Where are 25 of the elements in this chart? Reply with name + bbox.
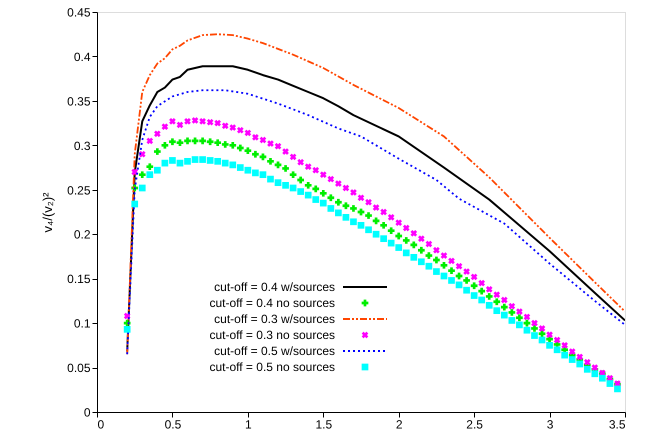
x-tick-label: 0.5 — [164, 418, 182, 432]
x-tick-label: 2 — [396, 418, 403, 432]
x-tick-label: 1 — [245, 418, 252, 432]
legend-label: cut-off = 0.5 no sources — [209, 360, 335, 374]
y-tick-label: 0.25 — [67, 183, 91, 198]
x-tick-label: 3 — [546, 418, 554, 432]
x-tick-label: 2.5 — [466, 418, 484, 432]
legend-label: cut-off = 0.3 no sources — [209, 328, 335, 342]
y-tick-label: 0.45 — [67, 6, 91, 20]
y-tick-label: 0.05 — [67, 361, 91, 376]
y-tick-label: 0.2 — [74, 228, 91, 242]
legend-label: cut-off = 0.3 w/sources — [214, 312, 335, 326]
y-axis-title: v₄/(v₂)² — [40, 192, 56, 232]
x-tick-label: 3.5 — [608, 418, 626, 432]
y-tick-label: 0.4 — [74, 50, 91, 64]
y-tick-label: 0.1 — [74, 316, 91, 331]
y-tick-label: 0 — [84, 406, 91, 420]
y-tick-label: 0.15 — [67, 272, 91, 286]
y-tick-label: 0.3 — [74, 138, 91, 153]
legend-label: cut-off = 0.5 w/sources — [214, 344, 335, 358]
x-tick-label: 0 — [98, 418, 104, 432]
y-tick-label: 0.35 — [67, 94, 91, 108]
legend-label: cut-off = 0.4 w/sources — [214, 280, 335, 294]
x-tick-label: 1.5 — [315, 418, 332, 432]
legend-label: cut-off = 0.4 no sources — [209, 296, 335, 310]
